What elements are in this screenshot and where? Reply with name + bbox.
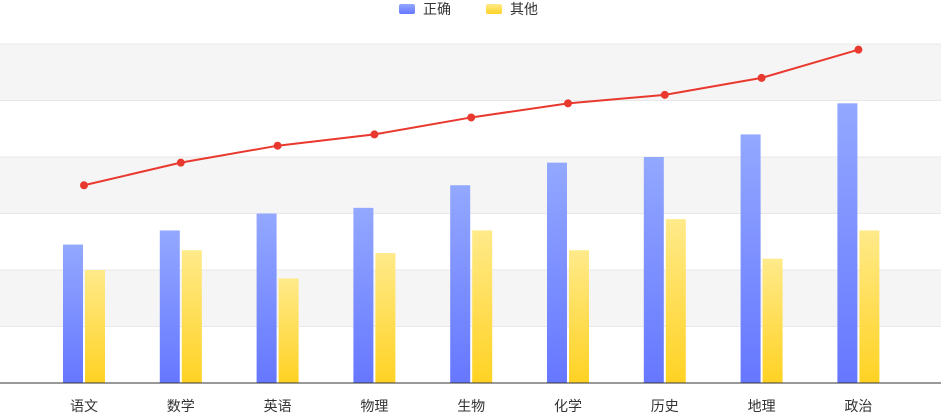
- bar-other-1: [181, 250, 202, 383]
- grid-band: [0, 157, 941, 214]
- grid-band: [0, 270, 941, 327]
- bar-other-2: [278, 278, 299, 383]
- x-tick-label-3: 物理: [360, 399, 388, 414]
- bar-correct-7: [740, 134, 761, 383]
- line-point-2: [273, 141, 282, 150]
- legend: 正确 其他: [399, 2, 538, 18]
- x-tick-label-0: 语文: [70, 399, 98, 414]
- grid-lines: [0, 43, 941, 327]
- line-point-3: [370, 130, 379, 139]
- x-tick-label-5: 化学: [554, 399, 582, 414]
- line-point-6: [660, 90, 669, 99]
- bar-other-0: [85, 270, 105, 383]
- line-point-5: [564, 99, 572, 108]
- bar-other-3: [375, 253, 396, 383]
- x-tick-label-8: 政治: [844, 399, 872, 414]
- line-point-1: [176, 158, 185, 167]
- bar-correct-6: [643, 157, 664, 383]
- bar-correct-1: [159, 230, 180, 383]
- bar-other-4: [472, 230, 493, 383]
- bar-correct-0: [63, 244, 83, 383]
- legend-swatch-correct: [399, 4, 415, 14]
- grid-band: [0, 44, 941, 101]
- grid-bands: [0, 44, 941, 327]
- line-series: [80, 45, 863, 190]
- line-point-7: [757, 73, 766, 82]
- bar-other-8: [859, 230, 880, 383]
- legend-swatch-other: [486, 4, 502, 14]
- x-tick-label-4: 生物: [457, 399, 485, 414]
- line-point-8: [854, 45, 863, 54]
- legend-label-correct: 正确: [423, 2, 451, 18]
- legend-label-other: 其他: [510, 2, 538, 18]
- bar-correct-5: [547, 162, 567, 383]
- x-tick-label-6: 历史: [651, 399, 679, 414]
- x-axis-labels: 语文 数学 英语 物理 生物 化学 历史 地理 政治: [70, 398, 872, 414]
- x-tick-label-2: 英语: [264, 398, 292, 414]
- bars-group: [63, 103, 880, 383]
- bar-correct-8: [837, 103, 858, 383]
- x-tick-label-7: 地理: [748, 399, 776, 414]
- bar-correct-4: [450, 185, 471, 383]
- bar-correct-2: [256, 213, 277, 383]
- line-point-4: [467, 113, 476, 122]
- bar-other-5: [569, 250, 589, 383]
- x-tick-label-1: 数学: [167, 399, 195, 414]
- line-point-0: [80, 181, 88, 190]
- bar-other-7: [762, 258, 783, 383]
- bar-other-6: [665, 219, 686, 383]
- bar-correct-3: [353, 207, 374, 383]
